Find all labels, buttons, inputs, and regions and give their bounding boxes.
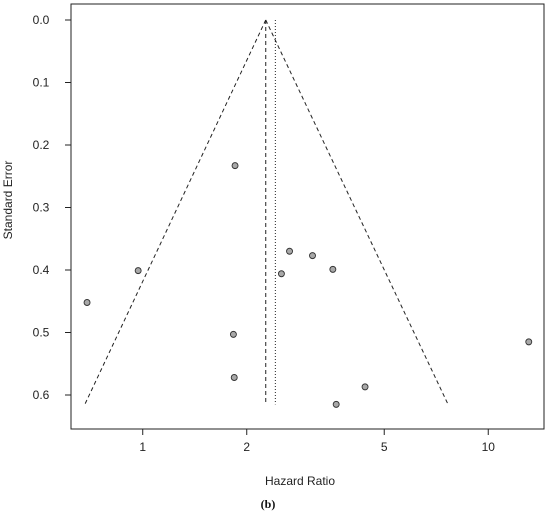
data-point [525, 338, 533, 346]
y-tick-label: 0.1 [33, 76, 50, 90]
funnel-left-line [84, 19, 267, 405]
data-point [83, 299, 91, 306]
y-tick-label: 0.3 [33, 201, 50, 215]
x-tick-label: 5 [381, 440, 388, 454]
x-tick-label: 10 [482, 440, 496, 454]
data-point [361, 383, 369, 391]
data-point [309, 252, 316, 260]
funnel-right-line [265, 19, 449, 405]
x-tick-label: 2 [243, 440, 250, 454]
data-point [229, 330, 237, 338]
data-point [230, 374, 238, 381]
plot-frame [70, 3, 545, 430]
x-axis-title: Hazard Ratio [265, 474, 335, 488]
data-point [231, 162, 239, 170]
data-point [329, 265, 337, 273]
y-axis: 0.0 0.1 0.2 0.3 0.4 0.5 0.6 [33, 13, 71, 402]
y-axis-title: Standard Error [1, 161, 15, 240]
y-tick-label: 0.6 [33, 388, 50, 402]
y-tick-label: 0.0 [33, 13, 50, 27]
panel-label: (b) [261, 497, 276, 511]
x-tick-label: 1 [139, 440, 146, 454]
data-point [134, 267, 142, 275]
y-tick-label: 0.4 [33, 263, 50, 277]
points-layer [83, 162, 533, 408]
data-point [332, 400, 340, 408]
data-point [277, 270, 285, 278]
data-point [286, 247, 293, 255]
funnel-layer [84, 19, 449, 405]
y-tick-label: 0.5 [33, 326, 50, 340]
x-axis: 1 2 5 10 [139, 429, 495, 454]
y-tick-label: 0.2 [33, 138, 50, 152]
